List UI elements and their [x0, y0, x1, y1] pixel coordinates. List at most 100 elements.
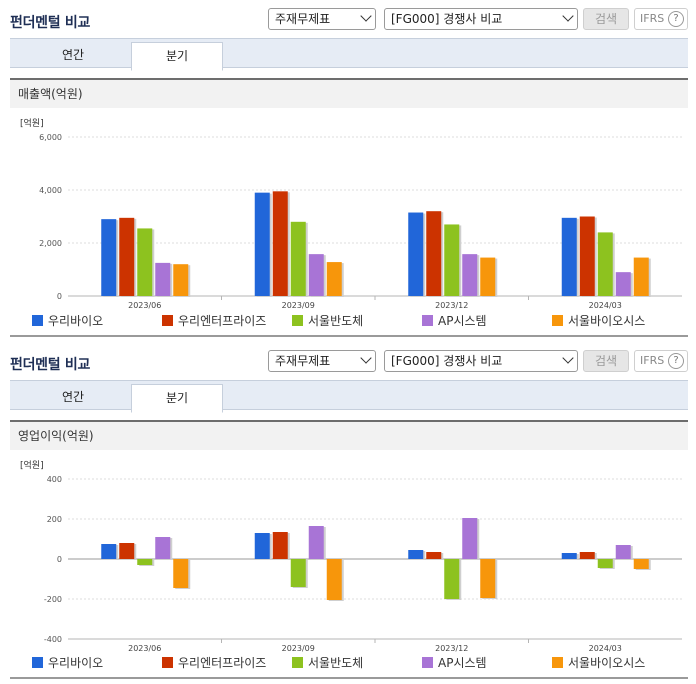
bar: [272, 191, 288, 296]
bar: [326, 559, 342, 600]
y-tick-label: -200: [44, 595, 62, 604]
legend-item[interactable]: AP시스템: [422, 313, 487, 329]
x-tick-label: 2023/09: [282, 301, 315, 310]
legend-swatch: [422, 657, 433, 668]
x-tick-label: 2023/06: [128, 301, 161, 310]
legend-item[interactable]: 서울바이오시스: [552, 313, 645, 329]
bar: [101, 219, 117, 296]
bar: [290, 221, 306, 296]
ifrs-label: IFRS: [640, 354, 665, 367]
bar: [444, 224, 460, 296]
legend-item[interactable]: 우리바이오: [32, 655, 103, 671]
x-tick-label: 2023/06: [128, 644, 161, 653]
bar: [173, 559, 189, 588]
statement-type-value: 주재무제표: [275, 12, 331, 26]
legend-label: 우리엔터프라이즈: [178, 656, 267, 670]
legend-swatch: [552, 315, 563, 326]
statement-type-select[interactable]: 주재무제표: [268, 8, 376, 30]
period-tabs: 연간 분기: [10, 380, 688, 413]
bar: [254, 192, 270, 296]
legend-label: 서울반도체: [308, 314, 364, 328]
help-icon: ?: [668, 11, 684, 27]
statement-type-select[interactable]: 주재무제표: [268, 350, 376, 372]
y-tick-label: -400: [44, 635, 62, 644]
tab-quarterly[interactable]: 분기: [131, 42, 223, 71]
panel-title: 펀더멘털 비교: [10, 357, 91, 373]
bar: [633, 559, 649, 569]
legend-label: 우리바이오: [48, 656, 104, 670]
bar: [480, 257, 496, 296]
search-button[interactable]: 검색: [583, 8, 629, 30]
bar: [579, 552, 595, 559]
fundamental-panel-operating-profit: 펀더멘털 비교 주재무제표 [FG000] 경쟁사 비교 검색 IFRS ? 연…: [0, 342, 696, 450]
bar: [561, 217, 577, 296]
legend-swatch: [32, 315, 43, 326]
bar: [615, 272, 631, 296]
chart-subtitle: 영업이익(억원): [10, 420, 688, 450]
bar: [173, 264, 189, 296]
bar: [561, 553, 577, 559]
bar: [137, 559, 153, 565]
panel-header: 펀더멘털 비교 주재무제표 [FG000] 경쟁사 비교 검색 IFRS ?: [0, 0, 696, 38]
ifrs-help-button[interactable]: IFRS ?: [634, 350, 688, 372]
x-tick-label: 2023/12: [435, 644, 468, 653]
y-axis-label: [억원]: [20, 459, 44, 471]
legend-swatch: [162, 315, 173, 326]
x-tick-label: 2024/03: [589, 644, 622, 653]
legend-item[interactable]: 서울바이오시스: [552, 655, 645, 671]
bar: [254, 533, 270, 559]
y-tick-label: 0: [57, 292, 62, 301]
bar: [290, 559, 306, 587]
x-tick-label: 2024/03: [589, 301, 622, 310]
legend-swatch: [32, 657, 43, 668]
tab-annual[interactable]: 연간: [61, 390, 85, 404]
bar: [597, 232, 613, 296]
tab-annual[interactable]: 연간: [61, 48, 85, 62]
peer-group-select[interactable]: [FG000] 경쟁사 비교: [384, 350, 578, 372]
legend-item[interactable]: 우리엔터프라이즈: [162, 313, 266, 329]
legend-item[interactable]: AP시스템: [422, 655, 487, 671]
y-tick-label: 6,000: [39, 133, 62, 142]
chart-subtitle: 매출액(억원): [10, 78, 688, 108]
peer-group-value: [FG000] 경쟁사 비교: [391, 354, 503, 368]
bar: [462, 518, 478, 559]
search-button[interactable]: 검색: [583, 350, 629, 372]
peer-group-select[interactable]: [FG000] 경쟁사 비교: [384, 8, 578, 30]
legend-item[interactable]: 우리엔터프라이즈: [162, 655, 266, 671]
bar: [155, 262, 171, 296]
panel-header: 펀더멘털 비교 주재무제표 [FG000] 경쟁사 비교 검색 IFRS ?: [0, 342, 696, 380]
divider: [10, 677, 688, 679]
legend-label: AP시스템: [438, 656, 487, 670]
bar: [615, 545, 631, 559]
tab-quarterly[interactable]: 분기: [131, 384, 223, 413]
x-tick-label: 2023/09: [282, 644, 315, 653]
bar: [272, 532, 288, 559]
bar: [444, 559, 460, 599]
legend-label: 우리엔터프라이즈: [178, 314, 267, 328]
ifrs-label: IFRS: [640, 12, 665, 25]
legend-label: 우리바이오: [48, 314, 104, 328]
bar: [579, 216, 595, 296]
operating-profit-chart-legend: 우리바이오 우리엔터프라이즈 서울반도체 AP시스템 서울바이오시스: [0, 655, 696, 675]
legend-label: 서울반도체: [308, 656, 364, 670]
legend-item[interactable]: 우리바이오: [32, 313, 103, 329]
ifrs-help-button[interactable]: IFRS ?: [634, 8, 688, 30]
bar: [119, 217, 135, 296]
x-tick-label: 2023/12: [435, 301, 468, 310]
bar: [426, 552, 442, 559]
y-tick-label: 4,000: [39, 186, 62, 195]
legend-item[interactable]: 서울반도체: [292, 313, 363, 329]
legend-label: 서울바이오시스: [568, 314, 646, 328]
y-tick-label: 400: [47, 475, 62, 484]
legend-label: AP시스템: [438, 314, 487, 328]
legend-swatch: [162, 657, 173, 668]
legend-item[interactable]: 서울반도체: [292, 655, 363, 671]
legend-swatch: [422, 315, 433, 326]
legend-swatch: [292, 315, 303, 326]
bar: [137, 228, 153, 296]
y-tick-label: 0: [57, 555, 62, 564]
bar: [426, 211, 442, 296]
help-icon: ?: [668, 353, 684, 369]
legend-label: 서울바이오시스: [568, 656, 646, 670]
legend-swatch: [552, 657, 563, 668]
